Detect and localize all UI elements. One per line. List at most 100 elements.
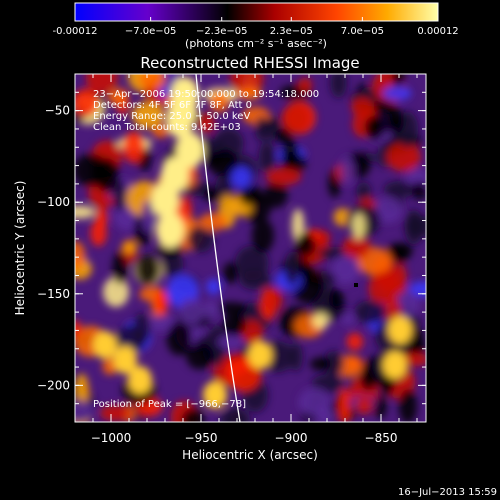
- bright-blob: [176, 132, 204, 168]
- image-blob: [356, 181, 371, 202]
- image-blob: [364, 115, 385, 141]
- image-blob: [209, 90, 230, 113]
- image-blob: [241, 319, 263, 345]
- image-blob: [75, 240, 86, 271]
- y-tick-label: −50: [45, 104, 70, 118]
- image-blob: [102, 277, 130, 308]
- image-blob: [338, 388, 352, 422]
- image-blob: [311, 374, 344, 393]
- image-blob: [138, 74, 168, 90]
- image-blob: [298, 77, 313, 93]
- image-blob: [135, 254, 161, 285]
- image-blob: [215, 301, 248, 315]
- colorbar-tick-label: -0.00012: [53, 26, 98, 37]
- image-blob: [144, 315, 178, 332]
- image-blob: [346, 332, 363, 351]
- bright-blob: [203, 381, 227, 409]
- image-blob: [75, 88, 99, 117]
- image-blob: [90, 220, 107, 247]
- image-blob: [351, 97, 375, 117]
- image-blob: [380, 372, 396, 396]
- image-blob: [226, 357, 262, 392]
- image-blob: [181, 408, 205, 422]
- colorbar-tick-label: 7.0e−05: [341, 26, 384, 37]
- image-blob: [329, 288, 344, 311]
- colorbar: [74, 2, 439, 22]
- image-blob: [266, 287, 283, 312]
- image-blob: [323, 350, 344, 376]
- image-blob: [382, 86, 412, 101]
- image-blob: [122, 240, 137, 254]
- image-blob: [154, 289, 168, 315]
- image-blob: [207, 148, 238, 176]
- image-blob: [185, 342, 214, 370]
- info-line-2: Detectors: 4F 5F 6F 7F 8F, Att 0: [93, 100, 252, 111]
- image-blob: [223, 262, 238, 284]
- image-blob: [235, 87, 263, 100]
- peak-position-label: Position of Peak = [−966,−78]: [93, 399, 246, 410]
- image-blob: [275, 128, 292, 143]
- reconstructed-image: [75, 74, 426, 422]
- image-blob: [238, 184, 263, 206]
- image-blob: [312, 312, 329, 329]
- bright-blob: [93, 331, 117, 359]
- footer-date: 16−Jul−2013 15:59: [398, 487, 497, 498]
- colorbar-units: (photons cm⁻² s⁻¹ asec⁻²): [185, 37, 327, 50]
- image-blob: [107, 88, 128, 106]
- image-blob: [231, 166, 252, 189]
- colorbar-tick-label: 2.3e−05: [270, 26, 313, 37]
- bright-blob: [169, 92, 197, 128]
- y-tick-label: −150: [37, 287, 70, 301]
- image-blob: [201, 300, 220, 320]
- x-tick-label: −1000: [91, 431, 132, 445]
- x-tick-label: −900: [275, 431, 308, 445]
- image-blob: [94, 158, 120, 193]
- peak-marker: [354, 283, 358, 287]
- image-blob: [284, 251, 299, 286]
- plot-frame: [74, 73, 427, 423]
- image-blob: [75, 320, 82, 338]
- x-axis: −1000 −950 −900 −850: [74, 74, 418, 445]
- image-blob: [281, 103, 310, 133]
- image-blob: [152, 125, 170, 138]
- image-blob: [391, 74, 405, 89]
- image-blob: [75, 373, 89, 408]
- image-blob: [373, 197, 403, 224]
- image-blob: [354, 300, 387, 324]
- solar-limb-line: [195, 74, 241, 422]
- image-blob: [161, 251, 184, 277]
- image-blob: [383, 181, 416, 198]
- image-blob: [398, 388, 418, 422]
- observation-info: 23−Apr−2006 19:50:00.000 to 19:54:18.000…: [93, 89, 319, 133]
- bright-blob: [388, 316, 412, 344]
- x-axis-label: Heliocentric X (arcsec): [182, 448, 318, 462]
- colorbar-ticks: -0.00012 −7.0e−05 −2.3e−05 2.3e−05 7.0e−05 0.…: [53, 17, 459, 37]
- image-blob: [394, 264, 407, 295]
- image-blob: [239, 269, 272, 290]
- image-blob: [351, 213, 366, 240]
- bright-blob: [113, 346, 137, 374]
- image-blob: [206, 278, 221, 295]
- image-blob: [356, 397, 373, 415]
- image-blob: [199, 213, 228, 231]
- colorbar-tick-label: −2.3e−05: [196, 26, 248, 37]
- image-blob: [295, 231, 316, 257]
- bright-blob: [383, 351, 407, 379]
- image-blob: [203, 188, 220, 202]
- image-blob: [187, 225, 214, 253]
- bright-blob: [156, 212, 184, 248]
- image-blob: [330, 74, 347, 98]
- image-blob: [331, 254, 360, 285]
- image-blob: [222, 313, 246, 337]
- image-blob: [75, 205, 96, 219]
- y-tick-label: −100: [37, 195, 70, 209]
- image-blob: [386, 106, 404, 135]
- info-line-1: 23−Apr−2006 19:50:00.000 to 19:54:18.000: [93, 89, 319, 100]
- image-blob: [112, 251, 128, 285]
- image-blob: [75, 399, 95, 421]
- bright-blob: [248, 341, 272, 369]
- info-line-3: Energy Range: 25.0 − 50.0 keV: [93, 111, 250, 122]
- bright-blob: [128, 366, 152, 394]
- image-blob: [178, 298, 204, 326]
